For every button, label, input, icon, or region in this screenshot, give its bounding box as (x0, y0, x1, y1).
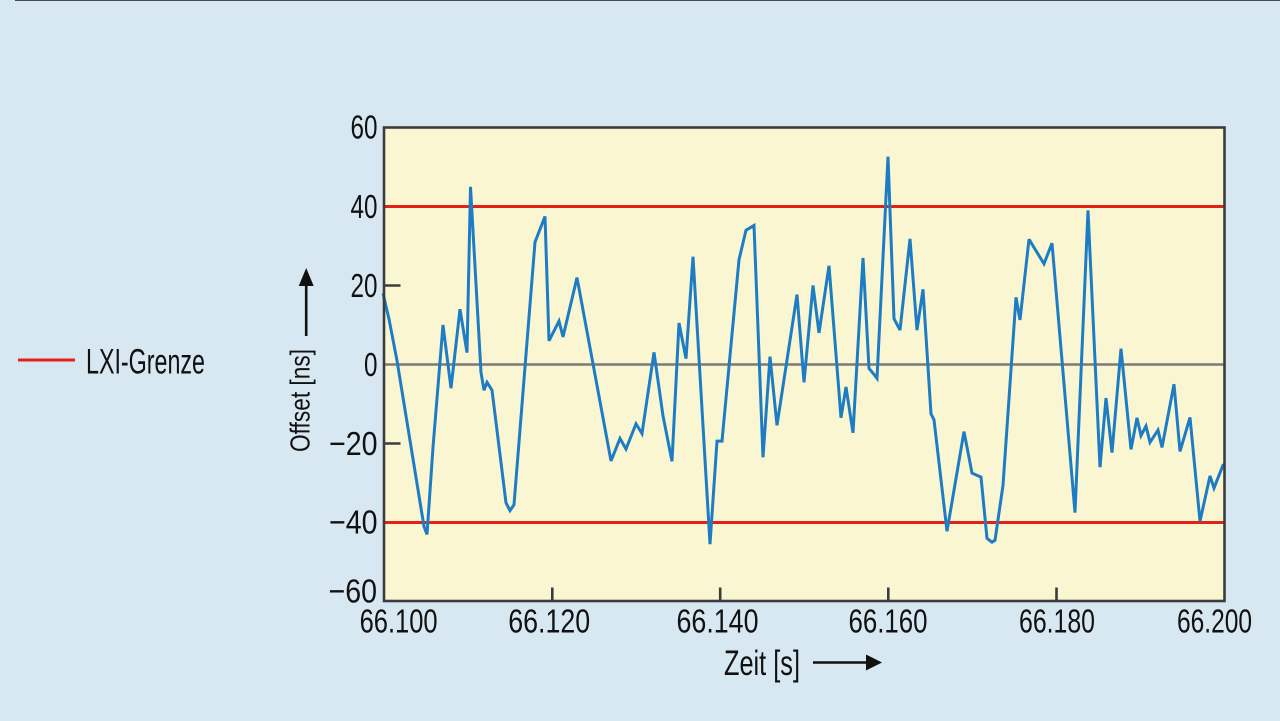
svg-text:60: 60 (351, 110, 378, 147)
svg-text:0: 0 (364, 347, 378, 384)
svg-text:Offset [ns]: Offset [ns] (285, 349, 316, 452)
svg-text:66.200: 66.200 (1177, 604, 1252, 641)
svg-text:Zeit [s]: Zeit [s] (724, 644, 800, 683)
svg-text:66.180: 66.180 (1019, 604, 1095, 641)
svg-text:−40: −40 (329, 505, 378, 542)
svg-text:66.100: 66.100 (360, 604, 438, 641)
svg-text:66.160: 66.160 (849, 604, 928, 641)
svg-text:40: 40 (351, 189, 378, 226)
svg-text:66.120: 66.120 (508, 604, 590, 641)
svg-text:−60: −60 (329, 574, 378, 611)
svg-text:66.140: 66.140 (677, 604, 759, 641)
svg-text:−20: −20 (329, 426, 378, 463)
svg-text:LXI-Grenze: LXI-Grenze (86, 343, 205, 382)
svg-text:20: 20 (351, 268, 378, 305)
